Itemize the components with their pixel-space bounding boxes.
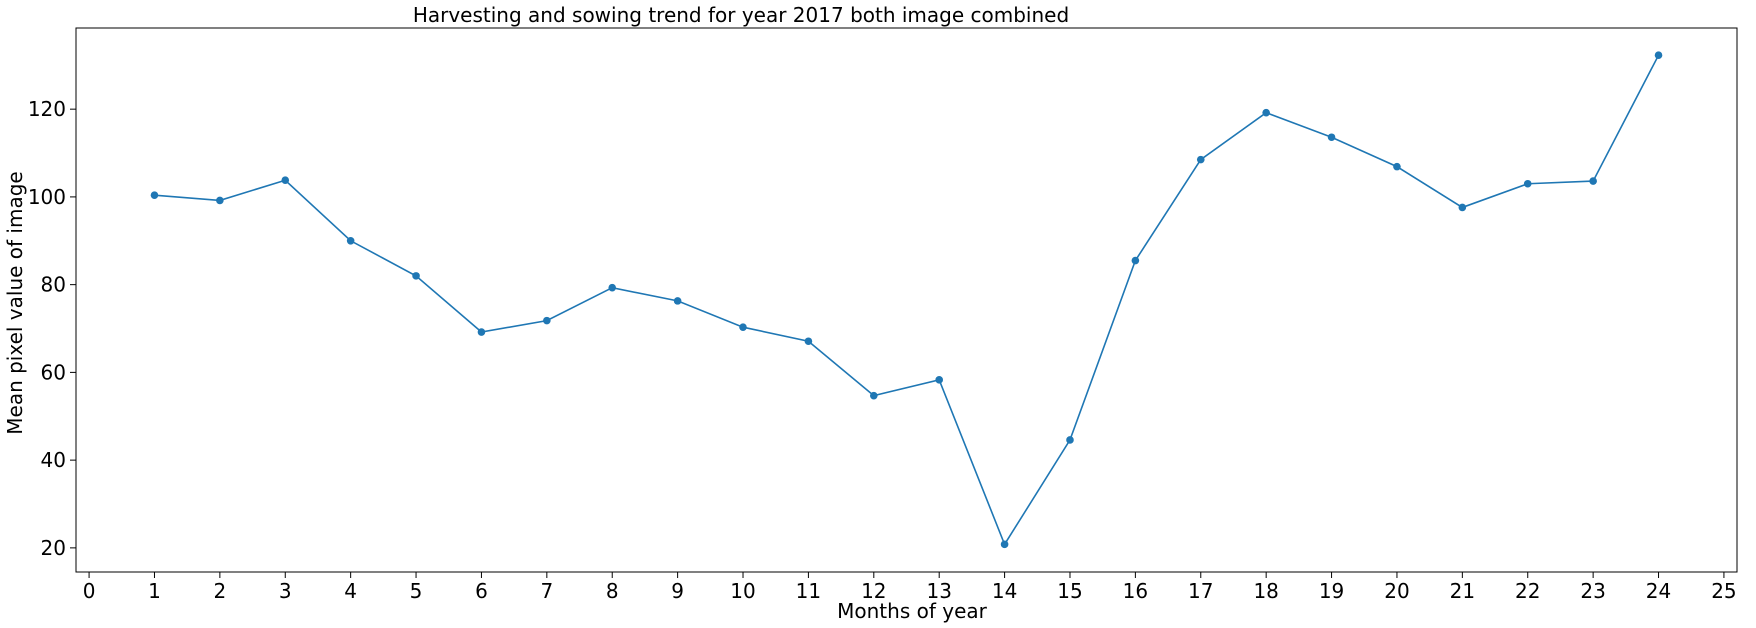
data-point [1458,203,1467,212]
chart-title: Harvesting and sowing trend for year 201… [413,3,1069,27]
x-tick-label: 14 [992,579,1017,603]
y-tick-label: 20 [41,536,66,560]
data-point [346,236,355,245]
data-point [412,272,420,280]
plot-area [75,27,1738,573]
x-tick-label: 12 [861,579,886,603]
x-tick-label: 11 [796,579,821,603]
data-point [1196,155,1205,164]
x-tick-label: 0 [83,579,96,603]
x-tick-label: 17 [1188,579,1213,603]
data-point [673,297,682,305]
data-point [935,376,943,384]
data-point [1131,256,1140,265]
data-point [1327,133,1336,142]
data-point [1523,179,1532,188]
y-axis-label: Mean pixel value of image [3,171,27,434]
y-tick-label: 60 [41,360,66,384]
x-tick-label: 13 [926,579,951,603]
y-tick-label: 120 [28,97,66,121]
x-tick-label: 6 [475,579,488,603]
x-tick-label: 22 [1515,579,1540,603]
x-tick-label: 19 [1319,579,1344,603]
data-point [739,323,747,332]
data-point [1589,177,1597,185]
data-point [1262,108,1270,117]
x-tick-label: 3 [279,579,292,603]
x-axis-ticks: 0 1 2 3 4 5 6 7 8 9 10 11 12 13 14 15 16 17 18 19 20 21 22 23 24… [83,572,1737,603]
data-point [870,391,878,400]
x-tick-label: 18 [1253,579,1278,603]
data-point [1066,436,1074,444]
x-tick-label: 8 [606,579,619,603]
series-markers [150,51,1663,549]
x-axis-label: Months of year [837,599,987,623]
x-tick-label: 9 [671,579,684,603]
series-line [154,54,1660,547]
x-tick-label: 25 [1711,579,1736,603]
y-tick-label: 80 [41,273,66,297]
y-tick-label: 100 [28,185,66,209]
data-point [477,328,486,336]
data-point [1654,51,1663,59]
x-tick-label: 24 [1646,579,1671,603]
x-tick-label: 10 [730,579,755,603]
data-point [281,176,290,185]
data-point [608,283,617,292]
x-tick-label: 5 [410,579,423,603]
y-tick-label: 40 [41,448,66,472]
x-tick-label: 21 [1450,579,1475,603]
data-point [150,191,159,199]
y-axis-ticks: 20 40 60 80 100 120 [28,97,76,560]
x-tick-label: 16 [1123,579,1148,603]
x-tick-label: 4 [344,579,357,603]
x-tick-label: 7 [540,579,553,603]
x-tick-label: 1 [148,579,161,603]
data-point [216,196,224,205]
data-point [1393,162,1401,171]
x-tick-label: 23 [1580,579,1605,603]
data-point [1000,540,1009,549]
x-tick-label: 20 [1384,579,1409,603]
data-point [804,337,813,346]
data-point [543,316,551,325]
x-tick-label: 2 [213,579,226,603]
x-tick-label: 15 [1057,579,1082,603]
